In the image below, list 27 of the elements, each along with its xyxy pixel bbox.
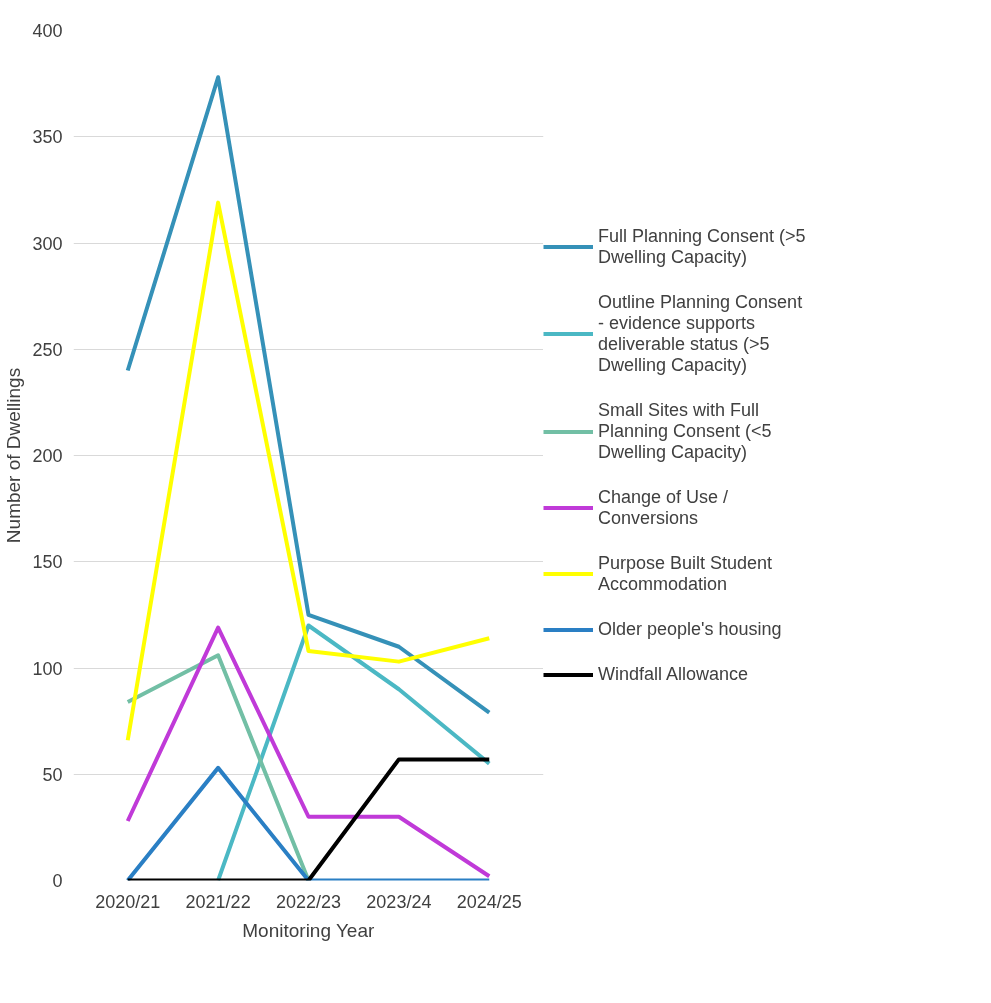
y-tick-label: 250 xyxy=(32,339,63,360)
line-series xyxy=(125,625,492,879)
x-tick-label: 2020/21 xyxy=(95,891,161,912)
line-series xyxy=(125,75,492,715)
x-tick-label: 2021/22 xyxy=(185,891,251,912)
y-tick-label: 350 xyxy=(32,127,63,148)
y-tick-label: 150 xyxy=(32,552,63,573)
y-tick-label: 0 xyxy=(52,871,63,891)
y-tick-label: 100 xyxy=(32,658,63,679)
line-series xyxy=(125,200,492,743)
line-series xyxy=(216,623,492,881)
x-tick-label: 2024/25 xyxy=(456,891,522,912)
x-tick-label: 2022/23 xyxy=(275,891,342,912)
y-tick-label: 200 xyxy=(32,446,63,466)
x-axis-title: Monitoring Year xyxy=(242,919,376,941)
legend-label: Full Planning Consent (>5 Dwelling Capacity) xyxy=(598,225,806,268)
legend-label: Older people's housing xyxy=(598,618,782,640)
legend-label: Change of Use / Conversions xyxy=(598,486,729,529)
y-tick-label: 300 xyxy=(32,233,63,254)
legend-label: Small Sites with Full Planning Consent (<5 Dwelling Capacity) xyxy=(598,399,772,463)
legend-label: Outline Planning Consent - evidence supports deliverable status (>5 Dwelling Capacity) xyxy=(598,291,803,376)
y-tick-label: 400 xyxy=(32,21,63,41)
legend-label: Windfall Allowance xyxy=(598,663,749,685)
y-tick-label: 50 xyxy=(42,764,63,785)
x-tick-label: 2023/24 xyxy=(366,891,432,912)
legend-label: Purpose Built Student Accommodation xyxy=(598,552,773,595)
y-axis-title: Number of Dwellings xyxy=(3,367,25,544)
